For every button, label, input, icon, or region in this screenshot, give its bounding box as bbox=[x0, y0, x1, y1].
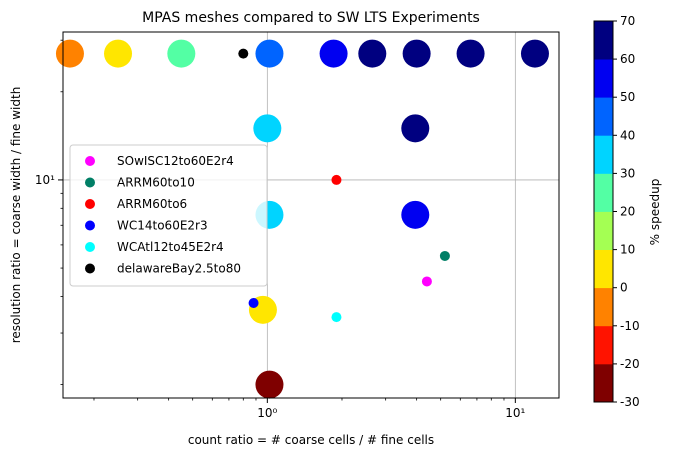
legend-marker bbox=[85, 199, 95, 209]
legend-marker bbox=[85, 220, 95, 231]
experiment-point bbox=[401, 114, 430, 143]
colorbar-tick-label: 50 bbox=[620, 90, 635, 104]
experiment-point bbox=[104, 39, 133, 68]
x-axis-label: count ratio = # coarse cells / # fine ce… bbox=[188, 433, 434, 447]
legend-label: delawareBay2.5to80 bbox=[117, 262, 241, 276]
legend-label: SOwISC12to60E2r4 bbox=[117, 154, 234, 168]
colorbar-label: % speedup bbox=[648, 179, 662, 246]
colorbar-tick-label: 60 bbox=[620, 52, 635, 66]
colorbar-tick-label: 30 bbox=[620, 166, 635, 180]
colorbar-segment bbox=[594, 97, 613, 136]
experiment-point bbox=[402, 39, 431, 68]
y-axis-label: resolution ratio = coarse width / fine w… bbox=[9, 87, 23, 344]
plot-frame bbox=[62, 31, 560, 399]
experiment-point bbox=[319, 39, 348, 68]
colorbar-tick-label: 40 bbox=[620, 128, 635, 142]
mesh-point bbox=[331, 174, 342, 185]
legend: SOwISC12to60E2r4 ARRM60to10 ARRM60to6 WC14t… bbox=[69, 144, 268, 287]
legend-label: ARRM60to10 bbox=[117, 176, 195, 190]
colorbar-tick-label: 10 bbox=[620, 243, 635, 257]
experiment-point bbox=[253, 114, 282, 143]
mesh-point bbox=[421, 276, 432, 287]
experiment-point bbox=[520, 39, 549, 68]
colorbar-segment bbox=[594, 59, 613, 98]
experiment-point bbox=[255, 370, 284, 399]
legend-label: WCAtl12to45E2r4 bbox=[117, 240, 224, 254]
legend-box bbox=[69, 144, 268, 287]
colorbar-segment bbox=[594, 325, 613, 365]
legend-marker bbox=[85, 156, 95, 166]
legend-label: WC14to60E2r3 bbox=[117, 219, 208, 233]
experiment-point bbox=[255, 39, 284, 68]
legend-label: ARRM60to6 bbox=[117, 197, 187, 211]
experiment-point bbox=[55, 39, 84, 68]
legend-marker bbox=[85, 242, 95, 252]
mesh-point bbox=[238, 48, 249, 59]
colorbar-segment bbox=[594, 363, 613, 403]
x-tick-label: 10⁰ bbox=[257, 406, 277, 420]
colorbar-segment bbox=[594, 135, 613, 174]
chart-title: MPAS meshes compared to SW LTS Experimen… bbox=[142, 10, 480, 26]
legend-marker bbox=[85, 177, 95, 188]
colorbar-segment bbox=[594, 173, 613, 212]
colorbar-tick-label: 0 bbox=[620, 281, 628, 295]
legend-marker bbox=[85, 263, 95, 274]
colorbar-segment bbox=[594, 249, 613, 289]
colorbar-tick-label: 70 bbox=[620, 14, 635, 28]
mesh-point bbox=[439, 250, 450, 261]
colorbar: -30 -20 -10 0 10 20 30 40 50 60 70 % speedup bbox=[593, 14, 662, 409]
experiment-point bbox=[456, 39, 485, 68]
colorbar-tick-label: -20 bbox=[620, 357, 640, 371]
experiment-point bbox=[401, 200, 430, 229]
colorbar-frame bbox=[593, 20, 614, 403]
experiment-point bbox=[167, 39, 196, 68]
mesh-point bbox=[248, 297, 259, 308]
y-tick-label: 10¹ bbox=[35, 173, 55, 187]
colorbar-tick-label: -30 bbox=[620, 395, 640, 409]
x-tick-label: 10¹ bbox=[505, 406, 525, 420]
axis-ticks: 10⁰ 10¹ 10¹ bbox=[35, 39, 526, 420]
colorbar-segment bbox=[594, 287, 613, 327]
colorbar-tick-label: 20 bbox=[620, 205, 635, 219]
colorbar-segment bbox=[594, 21, 613, 60]
mesh-markers bbox=[238, 48, 450, 323]
colorbar-tick-label: -10 bbox=[620, 319, 640, 333]
experiment-point bbox=[358, 39, 387, 68]
colorbar-segment bbox=[594, 211, 613, 250]
mesh-point bbox=[331, 312, 342, 323]
